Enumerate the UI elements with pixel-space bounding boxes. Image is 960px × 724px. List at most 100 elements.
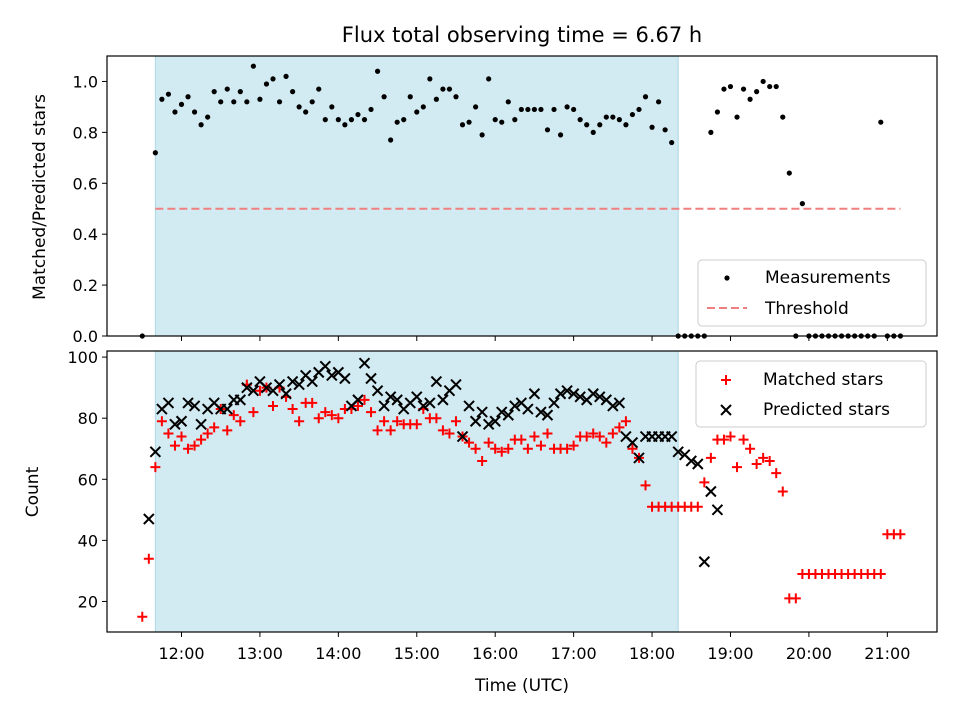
measurement-point: [270, 76, 276, 82]
matched-star-point: [359, 394, 370, 405]
matched-star-point: [333, 413, 344, 424]
matched-star-point: [522, 443, 533, 454]
measurement-point: [472, 104, 479, 110]
bottom-y-tick-label: 20: [78, 592, 98, 611]
matched-star-point: [640, 480, 651, 491]
matched-star-point: [745, 443, 756, 454]
matched-star-point: [516, 434, 527, 445]
predicted-star-point: [685, 455, 697, 467]
matched-star-point: [470, 443, 481, 454]
matched-star-point: [248, 407, 259, 418]
measurement-point: [780, 114, 786, 120]
measurement-point: [244, 99, 250, 105]
measurement-point: [250, 63, 256, 69]
measurement-point: [237, 89, 243, 95]
matched-star-point: [568, 440, 579, 451]
predicted-star-point: [587, 388, 599, 400]
matched-star-point: [320, 407, 331, 418]
predicted-star-point: [574, 391, 586, 403]
matched-star-point: [450, 416, 461, 427]
predicted-star-point: [672, 446, 684, 458]
matched-star-point: [372, 425, 383, 436]
measurement-point: [401, 117, 407, 123]
matched-star-point: [143, 553, 154, 564]
top-y-tick-label: 0.8: [73, 123, 98, 142]
matched-star-point: [535, 440, 546, 451]
measurement-point: [374, 68, 381, 74]
matched-star-point: [268, 400, 278, 411]
measurement-point: [466, 119, 472, 125]
measurement-point: [191, 109, 198, 115]
bottom-legend-box: [695, 360, 927, 428]
top-y-tick-label: 0.0: [73, 327, 98, 346]
matched-star-point: [352, 400, 363, 411]
measurement-point: [564, 104, 570, 110]
matched-star-point: [307, 397, 318, 408]
x-tick-label: 13:00: [237, 644, 283, 663]
measurement-point: [165, 91, 172, 97]
measurement-point: [433, 96, 439, 102]
predicted-star-point: [286, 375, 299, 388]
matched-star-point: [209, 422, 220, 433]
matched-star-point: [895, 529, 906, 540]
predicted-star-point: [162, 397, 175, 409]
predicted-star-point: [496, 406, 508, 418]
predicted-star-point: [561, 384, 573, 397]
measurement-point: [218, 99, 224, 105]
measurement-point: [878, 119, 884, 125]
predicted-star-point: [371, 384, 384, 397]
measurement-point: [669, 139, 675, 146]
measurement-point: [152, 150, 158, 156]
top-y-tick-label: 0.2: [73, 276, 98, 295]
measurement-point: [708, 129, 714, 135]
matched-star-point: [294, 416, 305, 427]
matched-star-point: [385, 425, 396, 436]
matched-star-point: [483, 437, 494, 448]
matched-star-point: [379, 416, 390, 427]
bottom-plot-frame: [106, 350, 938, 633]
measurement-point: [420, 104, 426, 110]
measurement-point: [479, 132, 485, 138]
matched-star-point: [366, 407, 377, 418]
measurement-point: [348, 117, 355, 123]
measurement-point: [394, 119, 400, 125]
measurement-point: [629, 111, 636, 118]
predicted-star-point: [450, 378, 462, 391]
matched-star-point: [581, 431, 592, 442]
matched-star-point: [477, 455, 488, 466]
measurement-point: [296, 104, 302, 110]
matched-star-point: [156, 416, 167, 427]
measurement-point: [361, 117, 368, 123]
measurement-point: [329, 104, 335, 110]
matched-star-point: [196, 434, 207, 445]
matched-star-point: [176, 431, 187, 442]
predicted-star-point: [234, 394, 247, 406]
measurement-point: [649, 124, 655, 130]
legend-matched-label: Matched stars: [763, 370, 883, 390]
predicted-star-point: [594, 391, 606, 403]
measurement-point: [590, 129, 596, 135]
bottom-y-tick-label: 40: [78, 531, 98, 550]
predicted-star-point: [469, 415, 482, 427]
matched-star-point: [594, 431, 605, 442]
bottom-observing-window-shade: [154, 350, 679, 633]
predicted-star-point: [509, 400, 521, 412]
measurement-point: [159, 96, 165, 102]
measurement-point: [505, 99, 511, 105]
matched-star-point: [464, 437, 475, 448]
predicted-star-point: [698, 556, 711, 568]
measurement-point: [642, 94, 649, 100]
matched-star-point: [758, 452, 769, 463]
measurement-point: [603, 114, 609, 120]
measurement-point: [322, 117, 328, 123]
matched-star-point: [137, 611, 148, 622]
measurement-point: [610, 114, 616, 120]
measurement-point: [525, 106, 531, 113]
measurement-point: [335, 117, 341, 123]
matched-star-point: [751, 459, 762, 470]
measurement-point: [499, 119, 505, 125]
measurement-point: [740, 86, 747, 92]
matched-star-point: [529, 431, 540, 442]
measurement-point: [459, 122, 466, 128]
